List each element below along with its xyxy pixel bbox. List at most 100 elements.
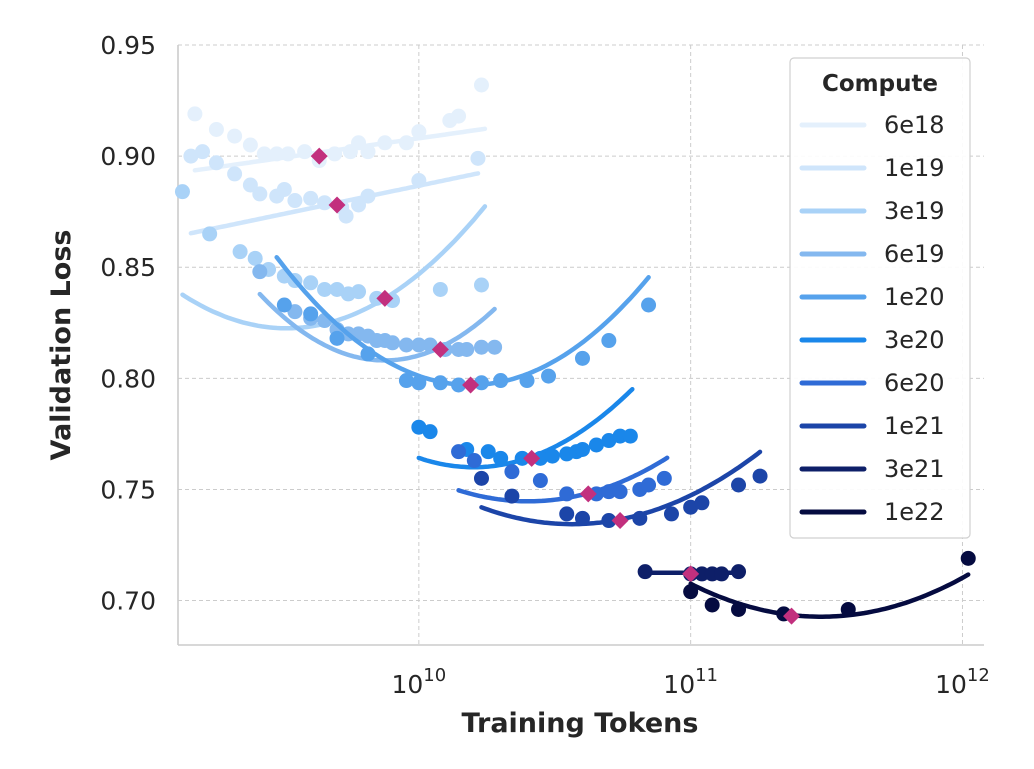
data-point [840, 601, 856, 617]
legend-box [789, 57, 971, 539]
plot-area [174, 77, 976, 625]
data-point [202, 226, 218, 242]
data-point [601, 484, 617, 500]
data-point [731, 601, 747, 617]
data-point [493, 450, 509, 466]
optimum-marker [376, 289, 394, 307]
data-point [351, 197, 367, 213]
legend-label: 1e22 [884, 498, 945, 526]
legend-label: 6e20 [884, 369, 945, 397]
optimum-marker [783, 607, 801, 625]
data-point [327, 146, 343, 162]
data-point [351, 135, 367, 151]
legend-label: 6e18 [884, 111, 945, 139]
series-6e20 [451, 444, 672, 504]
data-point [303, 275, 319, 291]
y-tick-label: 0.75 [100, 475, 156, 504]
data-point [303, 190, 319, 206]
series-6e19 [252, 264, 503, 363]
data-point [470, 150, 486, 166]
data-point [612, 484, 628, 500]
data-point [432, 281, 448, 297]
series-3e21 [637, 564, 747, 583]
optimum-marker [310, 147, 328, 165]
data-point [287, 193, 303, 209]
data-point [351, 284, 367, 300]
optimum-marker [579, 485, 597, 503]
data-point [559, 506, 575, 522]
data-point [514, 450, 530, 466]
data-point [504, 464, 520, 480]
fit-curve-1e20 [274, 255, 651, 388]
legend-item-1e19: 1e19 [799, 154, 945, 182]
data-point [574, 350, 590, 366]
y-tick-label: 0.80 [100, 364, 156, 393]
series-1e20 [274, 255, 657, 394]
data-point [574, 441, 590, 457]
legend-item-1e21: 1e21 [799, 412, 945, 440]
data-point [459, 341, 475, 357]
data-point [227, 128, 243, 144]
data-point [411, 375, 427, 391]
data-point [276, 297, 292, 313]
y-tick-label: 0.95 [100, 31, 156, 60]
data-point [252, 264, 268, 280]
data-point [473, 77, 489, 93]
data-point [422, 424, 438, 440]
legend: Compute 6e18 1e19 3e19 6e19 1e20 3e20 6e20 1e21 3… [789, 57, 971, 539]
data-point [303, 306, 319, 322]
data-point [752, 468, 768, 484]
y-tick-label: 0.90 [100, 142, 156, 171]
data-point [338, 208, 354, 224]
data-point [480, 444, 496, 460]
legend-label: 1e19 [884, 154, 945, 182]
legend-label: 6e19 [884, 240, 945, 268]
legend-item-3e19: 3e19 [799, 197, 945, 225]
data-point [269, 146, 285, 162]
data-point [656, 470, 672, 486]
data-point [544, 448, 560, 464]
data-point [247, 250, 263, 266]
data-point [622, 428, 638, 444]
data-point [297, 144, 313, 160]
data-point [493, 373, 509, 389]
data-point [451, 108, 467, 124]
data-point [532, 473, 548, 489]
data-point [174, 184, 190, 200]
data-point [276, 181, 292, 197]
data-point [232, 244, 248, 260]
data-point [183, 148, 199, 164]
legend-item-6e18: 6e18 [799, 111, 945, 139]
data-point [601, 333, 617, 349]
series-3e20 [411, 386, 638, 470]
data-point [473, 277, 489, 293]
legend-title: Compute [822, 71, 938, 97]
data-point [731, 477, 747, 493]
data-point [519, 373, 535, 389]
data-point [280, 146, 296, 162]
optimum-marker [523, 449, 541, 467]
y-axis-title: Validation Loss [46, 230, 77, 461]
data-point [360, 188, 376, 204]
data-point [487, 339, 503, 355]
data-point [541, 368, 557, 384]
data-point [411, 337, 427, 353]
series-1e19 [183, 144, 486, 236]
data-point [360, 346, 376, 362]
optimum-marker [462, 376, 480, 394]
data-point [411, 124, 427, 140]
data-point [398, 135, 414, 151]
data-point [714, 566, 730, 582]
legend-label: 3e21 [884, 455, 945, 483]
x-tick-label: 1012 [935, 665, 990, 699]
series-1e22 [683, 550, 976, 625]
data-point [377, 135, 393, 151]
x-tick-label: 1010 [391, 665, 446, 699]
x-axis-title: Training Tokens [462, 708, 699, 739]
data-point [317, 281, 333, 297]
data-point [601, 513, 617, 529]
y-tick-label: 0.85 [100, 253, 156, 282]
data-point [466, 453, 482, 469]
data-point [208, 155, 224, 171]
